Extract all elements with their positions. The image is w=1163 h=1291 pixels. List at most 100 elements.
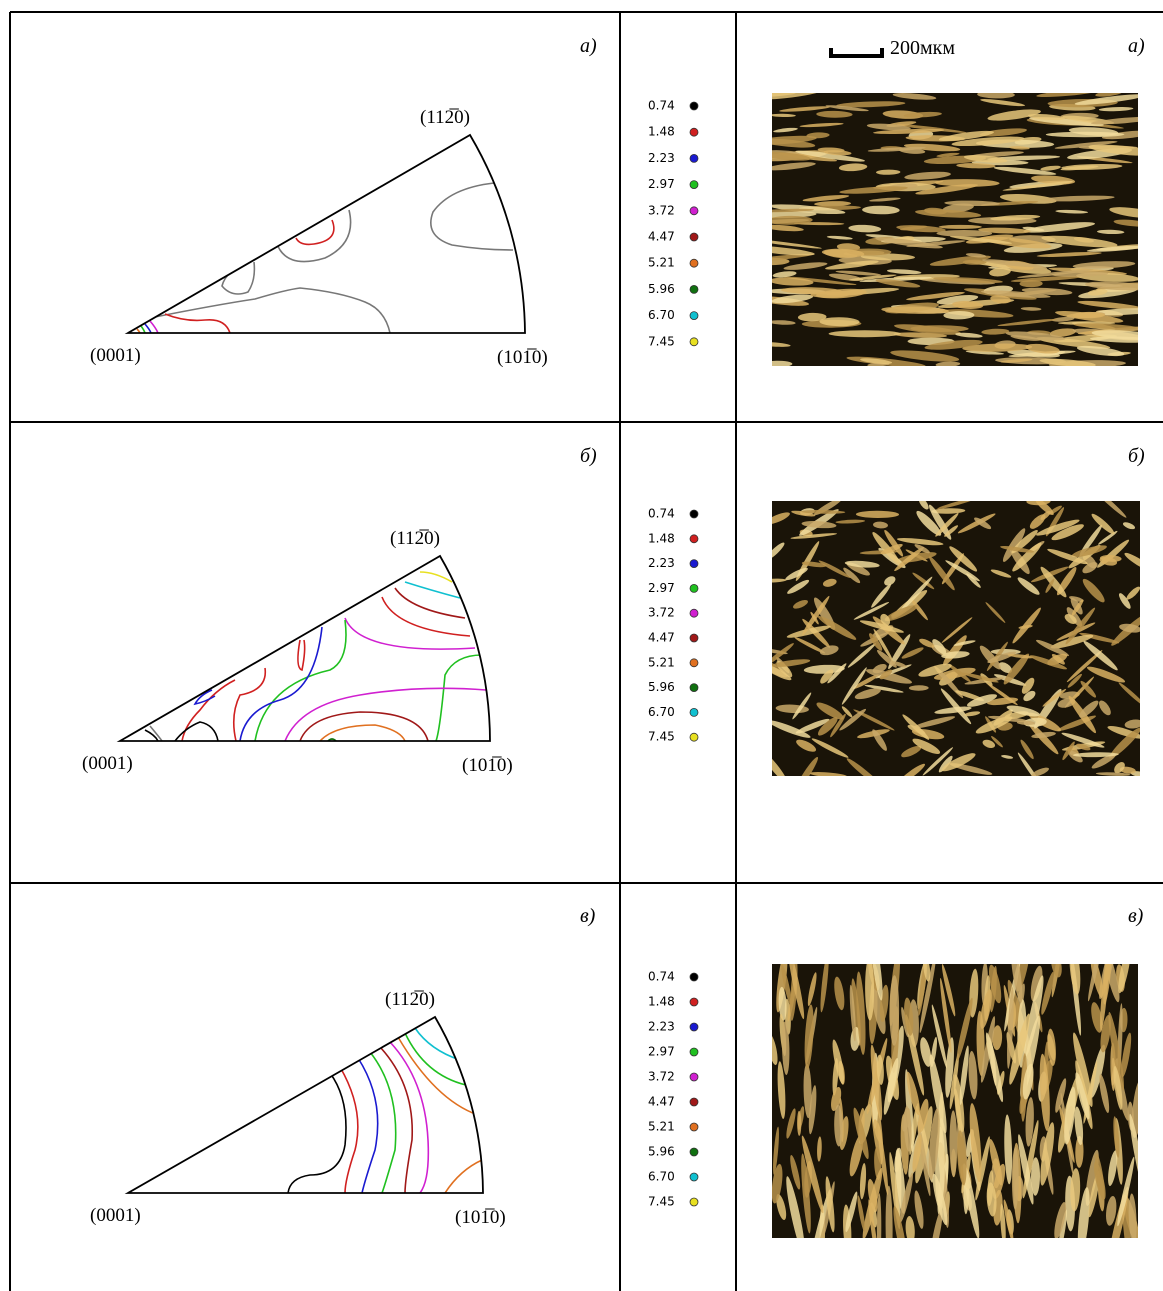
legend-value: 0.74 xyxy=(648,970,675,984)
pole-label: (101̅0) xyxy=(462,755,513,776)
legend-value: 0.74 xyxy=(648,99,675,113)
legend-dot xyxy=(690,1098,698,1106)
legend-dot xyxy=(690,128,698,136)
legend-dot xyxy=(690,684,698,692)
legend-dot xyxy=(690,998,698,1006)
legend-value: 5.96 xyxy=(648,680,675,694)
legend-dot xyxy=(690,259,698,267)
legend-dot xyxy=(690,609,698,617)
legend-dot xyxy=(690,708,698,716)
legend-dot xyxy=(690,285,698,293)
legend-value: 3.72 xyxy=(648,1070,675,1084)
texture xyxy=(760,360,793,367)
legend-value: 3.72 xyxy=(648,203,675,217)
texture xyxy=(939,225,982,229)
micrograph-label: а) xyxy=(1128,35,1145,57)
legend-dot xyxy=(690,1198,698,1206)
contour-line xyxy=(380,1047,412,1193)
micrograph-label: в) xyxy=(1128,905,1144,927)
contours xyxy=(137,183,513,333)
micrograph-label: б) xyxy=(1128,445,1145,467)
row-label: а) xyxy=(580,35,597,57)
contour-line xyxy=(358,1058,378,1193)
pole-label: (112̅0) xyxy=(385,989,435,1010)
contours xyxy=(145,572,486,741)
legend-dot xyxy=(690,181,698,189)
pole-label: (112̅0) xyxy=(390,528,440,549)
legend-value: 1.48 xyxy=(648,531,675,545)
legend-dot xyxy=(690,154,698,162)
legend-value: 2.97 xyxy=(648,581,675,595)
contour-line xyxy=(141,326,145,333)
contour-line xyxy=(150,288,390,333)
legend-value: 6.70 xyxy=(648,705,675,719)
contour-line xyxy=(150,321,158,333)
legend-dot xyxy=(690,634,698,642)
pole-label: (101̅0) xyxy=(497,347,548,368)
contour-line xyxy=(165,314,230,333)
legend-value: 6.70 xyxy=(648,1170,675,1184)
legend-value: 6.70 xyxy=(648,308,675,322)
legend-dot xyxy=(690,535,698,543)
micrograph xyxy=(737,85,1161,370)
contour-line xyxy=(268,210,351,262)
legend-dot xyxy=(690,973,698,981)
legend-dot xyxy=(690,1148,698,1156)
contour-line xyxy=(370,1052,396,1193)
legend-value: 0.74 xyxy=(648,507,675,521)
legend-dot xyxy=(690,510,698,518)
contour-line xyxy=(415,1028,460,1060)
contour-line xyxy=(222,262,254,294)
legend-value: 4.47 xyxy=(648,1095,675,1109)
micrograph xyxy=(755,486,1155,792)
legend-value: 7.45 xyxy=(648,334,675,348)
contour-line xyxy=(240,627,322,741)
contour-line xyxy=(436,655,482,741)
legend-dot xyxy=(690,1173,698,1181)
legend-value: 2.97 xyxy=(648,177,675,191)
scale-bar xyxy=(831,48,882,56)
legend-dot xyxy=(690,659,698,667)
legend-dot xyxy=(690,233,698,241)
legend-dot xyxy=(690,1123,698,1131)
contour-line xyxy=(340,1067,358,1193)
legend-value: 2.23 xyxy=(648,151,675,165)
contour-line xyxy=(255,620,346,741)
legend-value: 7.45 xyxy=(648,730,675,744)
legend-value: 5.21 xyxy=(648,1120,675,1134)
legend-value: 4.47 xyxy=(648,230,675,244)
figure: 200мкм а) а) (0001) (101̅0) (112̅0) 0.74 1.48 2… xyxy=(0,0,1163,1291)
legend-value: 1.48 xyxy=(648,125,675,139)
texture xyxy=(829,330,901,337)
legend-value: 5.96 xyxy=(648,282,675,296)
legend-dot xyxy=(690,1048,698,1056)
pole-label: (0001) xyxy=(90,345,141,366)
row-label: б) xyxy=(580,445,597,467)
legend-dot xyxy=(690,312,698,320)
contour-line xyxy=(298,640,305,670)
micrograph xyxy=(765,928,1146,1268)
contour-line xyxy=(145,730,158,741)
legend-dot xyxy=(690,560,698,568)
legend-value: 2.23 xyxy=(648,556,675,570)
contour-line xyxy=(300,712,428,741)
legend-value: 7.45 xyxy=(648,1195,675,1209)
contour-line xyxy=(288,1073,346,1193)
legend-value: 1.48 xyxy=(648,995,675,1009)
legend-dot xyxy=(690,102,698,110)
contour-line xyxy=(420,572,452,582)
pole-label: (0001) xyxy=(90,1205,141,1226)
scale-bar-label: 200мкм xyxy=(890,37,955,59)
contour-line xyxy=(431,183,513,250)
contour-line xyxy=(395,588,465,618)
legend-dot xyxy=(690,1073,698,1081)
legend-dot xyxy=(690,1023,698,1031)
pole-label: (112̅0) xyxy=(420,107,470,128)
pole-figure-outline xyxy=(128,135,525,333)
legend-dot xyxy=(690,733,698,741)
pole-label: (0001) xyxy=(82,753,133,774)
contour-line xyxy=(405,582,460,598)
contour-line xyxy=(234,668,266,741)
contour-line xyxy=(175,722,218,741)
legend-value: 2.97 xyxy=(648,1045,675,1059)
